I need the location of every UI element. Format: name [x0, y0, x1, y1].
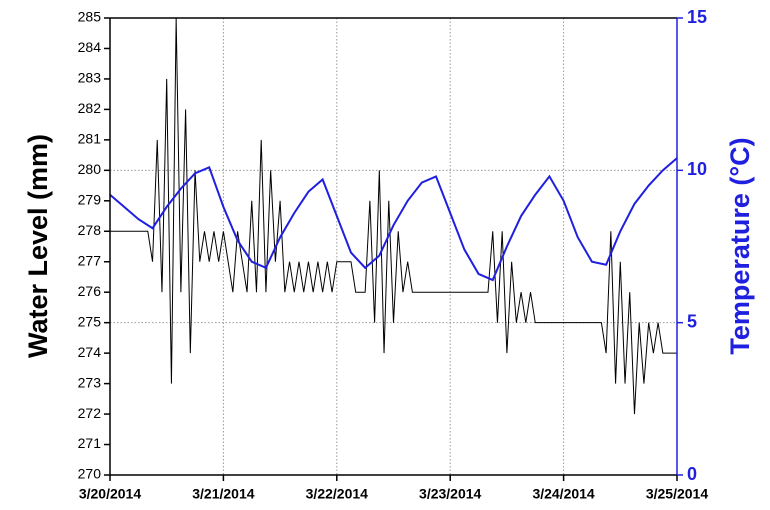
y-tick-label: 270: [78, 466, 102, 482]
x-tick-label: 3/24/2014: [532, 486, 594, 502]
y-tick-label: 282: [78, 100, 102, 116]
x-tick-label: 3/22/2014: [306, 486, 368, 502]
y-tick-label: 278: [78, 222, 102, 238]
y-tick-label: 284: [78, 39, 102, 55]
y-tick-label: 279: [78, 192, 102, 208]
y2-tick-label: 0: [687, 464, 697, 484]
y2-tick-label: 10: [687, 159, 707, 179]
x-tick-label: 3/25/2014: [646, 486, 708, 502]
y-tick-label: 273: [78, 374, 102, 390]
y-tick-label: 275: [78, 313, 102, 329]
line-series: [109, 157, 678, 282]
x-tick-label: 3/23/2014: [419, 486, 481, 502]
y-tick-label: 277: [78, 252, 102, 268]
y-tick-label: 274: [78, 344, 102, 360]
y-axis-label: Water Level (mm): [23, 134, 53, 358]
y2-tick-label: 5: [687, 311, 697, 331]
y-tick-label: 272: [78, 405, 102, 421]
x-tick-label: 3/20/2014: [79, 486, 141, 502]
y-tick-label: 283: [78, 70, 102, 86]
y2-tick-label: 15: [687, 7, 707, 27]
y-tick-label: 281: [78, 131, 102, 147]
x-tick-label: 3/21/2014: [192, 486, 254, 502]
y-tick-label: 280: [78, 161, 102, 177]
y-tick-label: 276: [78, 283, 102, 299]
y-tick-label: 285: [78, 9, 102, 25]
line-series: [110, 17, 677, 415]
y-tick-label: 271: [78, 435, 102, 451]
y2-axis-label: Temperature (°C): [725, 137, 755, 354]
